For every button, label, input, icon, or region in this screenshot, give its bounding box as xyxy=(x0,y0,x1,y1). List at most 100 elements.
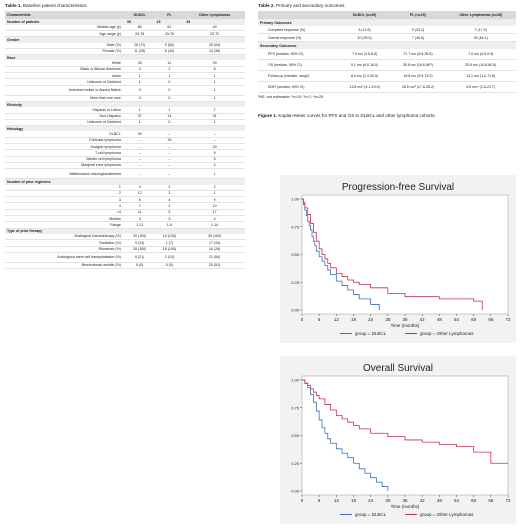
table1-cell: 25-78 xyxy=(124,30,155,38)
table1-row-label: Non-Hispanic xyxy=(5,113,125,120)
table2-cell: 7 (17.9) xyxy=(445,26,516,35)
table1-row: Histology xyxy=(5,125,245,132)
table1-row: T-cell lymphoma -- -- 9 xyxy=(5,149,245,157)
table1-cell: 2 (13) xyxy=(154,252,185,263)
table1-caption-label: Table 1. xyxy=(5,3,22,8)
table1-cell: 1 xyxy=(184,95,245,102)
table2-cell: 5 (12.8) xyxy=(338,26,391,35)
table1-header-0: Characteristic xyxy=(5,11,125,20)
table2: DLBCL (n=39) FL (n=15) Other Lymphomas (n=… xyxy=(258,11,516,94)
table1-row-label: 3 xyxy=(5,196,125,204)
table1-cell: 31 xyxy=(184,113,245,120)
table2-header-row: DLBCL (n=39) FL (n=15) Other Lymphomas (n=… xyxy=(258,11,516,20)
table1-cell: 21 (54) xyxy=(184,252,245,263)
table2-cell: 26.5 mo³ (17.6-35.2) xyxy=(390,81,446,94)
table1-row-label: Male (%) xyxy=(5,42,125,49)
table1-cell: -- xyxy=(124,137,155,145)
table1-row: Black or African American 4 2 6 xyxy=(5,66,245,74)
table1-row-label: Mantle cell lymphoma xyxy=(5,156,125,163)
table1-cell xyxy=(154,36,185,43)
km-curve-series-1 xyxy=(302,379,508,464)
table1-cell xyxy=(154,178,185,185)
y-tick-label: 0.50 xyxy=(291,433,300,438)
table1-row: >4 11 5 17 xyxy=(5,209,245,217)
table1-cell xyxy=(184,36,245,43)
table1-cell: 29 xyxy=(184,60,245,67)
table2-row: Overall response (%) 10 (25.6) 7 (46.6) 25 … xyxy=(258,33,516,43)
x-tick-label: 72 xyxy=(505,498,511,503)
table1-cell: 0 xyxy=(124,95,155,102)
table2-header-2: FL (n=15) xyxy=(390,11,446,20)
y-tick-label: 0.75 xyxy=(291,224,300,229)
table1-row: Gender xyxy=(5,36,245,43)
table1-row-label: American Indian or Alaska Native xyxy=(5,85,125,96)
table1-cell: 11 xyxy=(124,209,155,217)
km-curve-series-0 xyxy=(302,198,380,310)
table1-cell: 1-11 xyxy=(124,221,155,229)
table2-cell: 13.8 mo² (4.1-19.0) xyxy=(338,81,391,94)
table1-cell: 33 xyxy=(124,60,155,67)
table1-row-label: 1 xyxy=(5,184,125,191)
table1-row-label: Female (%) xyxy=(5,48,125,56)
table1-row-label: Number of prior regimens xyxy=(5,178,125,185)
table1-cell: 39 xyxy=(184,19,245,25)
table1-row-label: Follicular lymphoma xyxy=(5,137,125,145)
table2-row: OS (median, 90% CI) 9.1 mo (6.0-16.0) 35.8… xyxy=(258,59,516,72)
table1-cell: 0 xyxy=(124,85,155,96)
table1-cell xyxy=(154,101,185,108)
table1-cell: 39 (100) xyxy=(124,246,155,253)
table1-cell: 8 (21) xyxy=(124,252,155,263)
chart-title: Progression-free Survival xyxy=(342,182,454,193)
table2-row-label: PFS (median, 90% CI) xyxy=(258,49,339,61)
x-tick-label: 66 xyxy=(488,498,494,503)
table2-cell: 7.0 mo (4.6-9.9) xyxy=(445,49,516,61)
table1-row: Female (%) 11 (28) 6 (40) 14 (36) xyxy=(5,48,245,56)
x-tick-label: 42 xyxy=(420,498,426,503)
x-tick-label: 6 xyxy=(318,317,321,322)
table2-body: Primary Outcomes Complete response (%) 5 (… xyxy=(258,19,516,94)
x-tick-label: 48 xyxy=(437,317,443,322)
x-tick-label: 12 xyxy=(334,317,340,322)
table1-cell: 11 (28) xyxy=(124,48,155,56)
table2-cell: 13.1 mo (1.0-71.6) xyxy=(445,70,516,83)
table1-cell: 5 xyxy=(154,209,185,217)
x-tick-label: 66 xyxy=(488,317,494,322)
table1-row-label: Rituximab (%) xyxy=(5,246,125,253)
table1-cell: 2 xyxy=(184,184,245,191)
table1-row: 4 7 2 10 xyxy=(5,202,245,210)
table1-header-2: FL xyxy=(154,11,185,20)
table1-row-label: Hispanic or Latino xyxy=(5,107,125,114)
table1-caption-text: Baseline patient characteristics. xyxy=(21,3,88,8)
table1-cell: 1 xyxy=(184,168,245,180)
x-tick-label: 36 xyxy=(402,317,408,322)
legend-label: group = DLBCL xyxy=(355,512,387,517)
table1-row-label: Multiagent chemotherapy (%) xyxy=(5,233,125,241)
table1-row: Unknown or Declined 1 0 1 xyxy=(5,78,245,86)
table1-cell: -- xyxy=(124,149,155,157)
table1-row: Rituximab (%) 39 (100) 15 (100) 10 (26) xyxy=(5,246,245,253)
table1-row-label: Age range (y) xyxy=(5,30,125,38)
y-tick-label: 0.25 xyxy=(291,461,300,466)
table1-cell: 39 (100) xyxy=(124,233,155,241)
table1-row: Autologous stem cell transplantation (%)… xyxy=(5,252,245,263)
table1-cell: 2 xyxy=(154,190,185,198)
table1-cell: 12 xyxy=(154,60,185,67)
table1-cell: 12 xyxy=(124,190,155,198)
table1-row: 2 12 2 1 xyxy=(5,190,245,198)
table1-row-label: Race xyxy=(5,54,125,61)
table1-cell: 4 xyxy=(124,184,155,191)
table1-row-label: Number of patients xyxy=(5,19,125,25)
table1-header-row: Characteristic DLBCL FL Other Lymphomas xyxy=(5,11,245,20)
table1-cell: 61 xyxy=(154,24,185,31)
table2-cell: 25 (64.1) xyxy=(445,33,516,43)
table1-cell: 5 xyxy=(124,196,155,204)
table2-row-label: DOR (median, 90% CI) xyxy=(258,81,339,94)
table1-cell: 2 xyxy=(154,66,185,74)
table2-row-label: Primary Outcomes xyxy=(258,19,339,27)
table1-row: Range 1-11 1-6 1-14 xyxy=(5,221,245,229)
table1-cell: 1 xyxy=(184,190,245,198)
table1-cell: 1 xyxy=(124,107,155,114)
km-curve-series-0 xyxy=(302,379,389,491)
table1-cell: -- xyxy=(124,156,155,163)
